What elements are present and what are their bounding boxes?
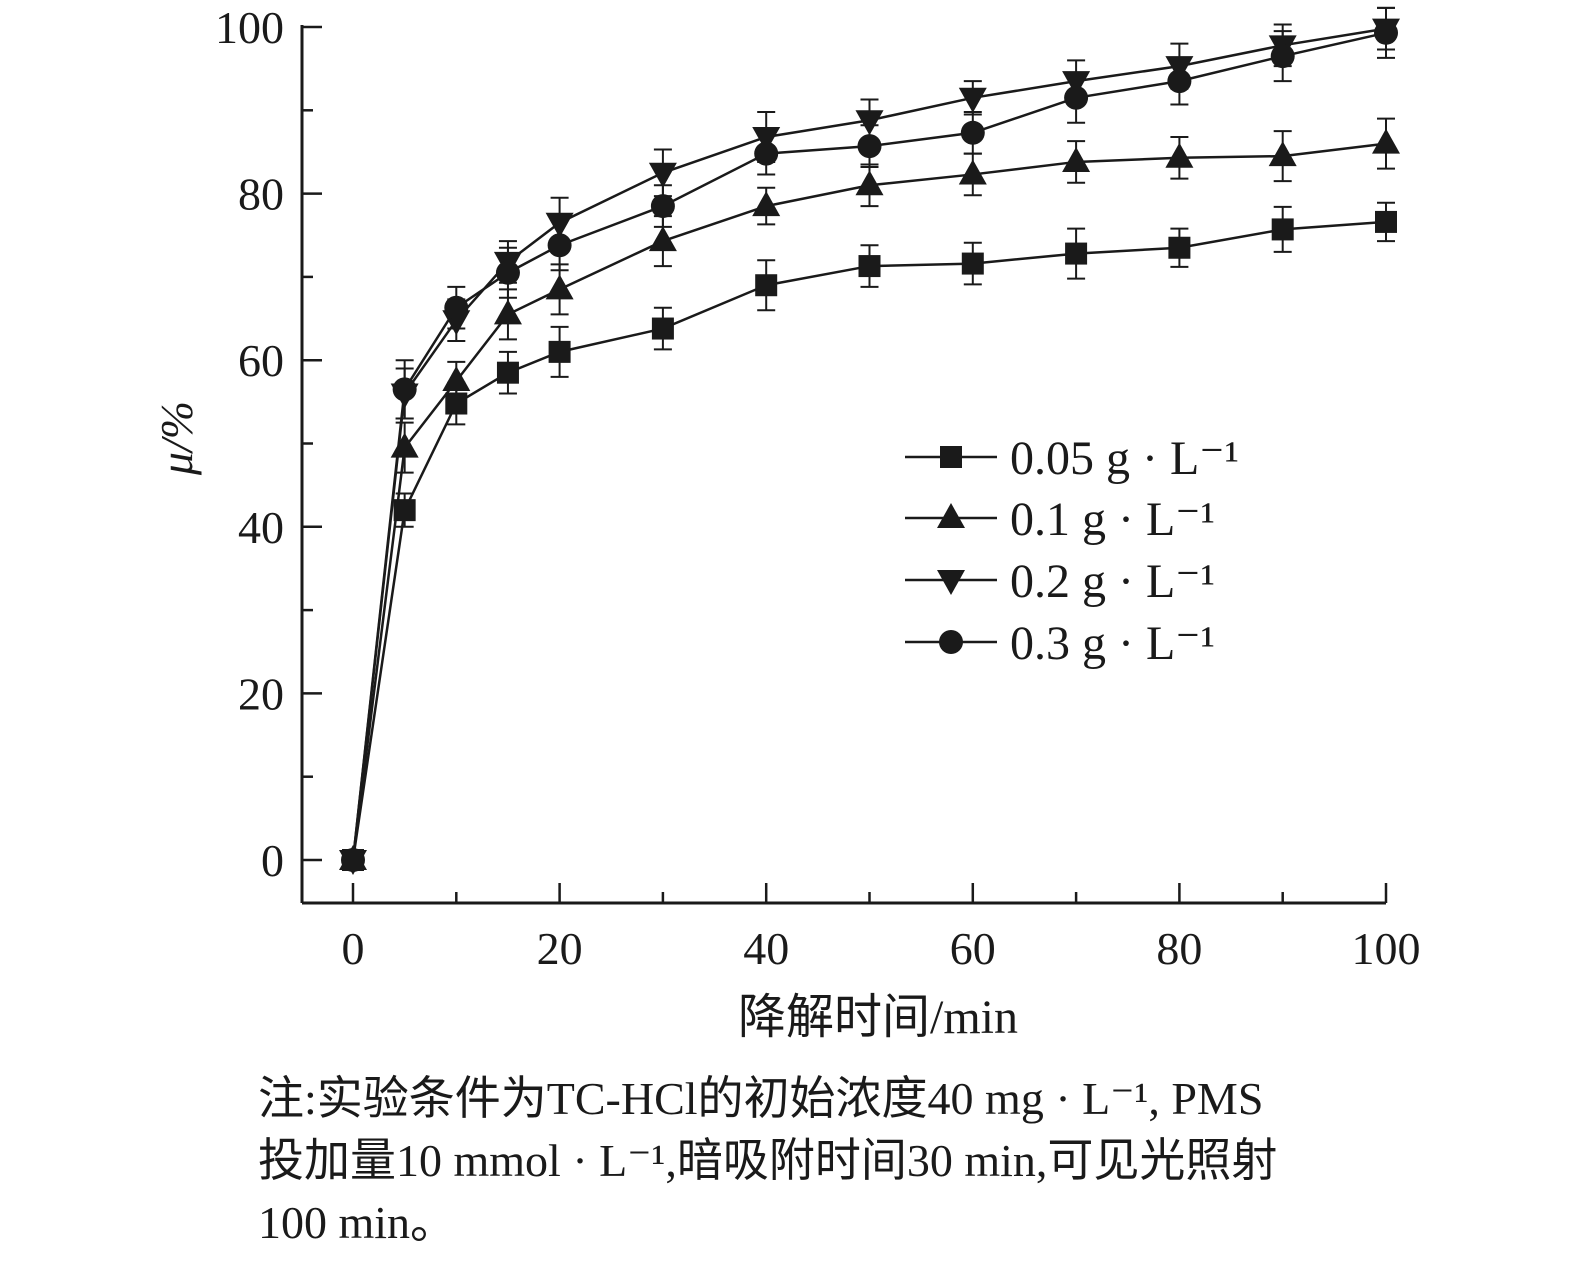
data-point-1 xyxy=(752,191,781,217)
data-point-3 xyxy=(392,377,417,402)
legend-marker xyxy=(937,503,965,528)
data-point-1 xyxy=(442,366,471,392)
legend-marker xyxy=(939,630,963,654)
figure-note: 注:实验条件为TC-HCl的初始浓度40 mg · L⁻¹, PMS 投加量10… xyxy=(258,1068,1458,1254)
y-axis-label: μ/% xyxy=(151,401,202,476)
note-line-1: 注:实验条件为TC-HCl的初始浓度40 mg · L⁻¹, PMS xyxy=(258,1073,1264,1124)
y-tick-label: 80 xyxy=(238,169,284,220)
data-point-1 xyxy=(958,159,987,185)
data-point-3 xyxy=(1064,85,1089,110)
legend-marker xyxy=(940,446,962,468)
data-point-2 xyxy=(1165,56,1194,82)
data-point-1 xyxy=(855,170,884,196)
data-point-0 xyxy=(1375,210,1397,233)
data-point-1 xyxy=(493,299,522,325)
x-tick-label: 60 xyxy=(950,923,996,974)
x-tick-label: 40 xyxy=(743,923,789,974)
legend-label: 0.2 g · L⁻¹ xyxy=(1010,555,1215,608)
data-point-3 xyxy=(444,295,469,320)
data-point-1 xyxy=(1268,141,1297,167)
legend-label: 0.3 g · L⁻¹ xyxy=(1010,617,1215,670)
degradation-line-chart: 0 20 40 60 80 100 0 20 40 60 80 100 0.05 g · L⁻¹ 0.1… xyxy=(151,2,1421,1044)
data-point-0 xyxy=(393,499,416,522)
data-point-0 xyxy=(1271,218,1294,241)
series-markers xyxy=(339,18,1400,875)
y-tick-label: 20 xyxy=(238,668,284,719)
data-point-3 xyxy=(495,260,520,285)
legend-label: 0.05 g · L⁻¹ xyxy=(1010,432,1239,485)
data-point-2 xyxy=(752,126,781,152)
data-point-1 xyxy=(1165,142,1194,168)
error-bars xyxy=(395,6,1395,528)
x-tick-label: 20 xyxy=(537,923,583,974)
data-point-2 xyxy=(855,110,884,136)
data-point-2 xyxy=(1062,71,1091,97)
data-point-3 xyxy=(1167,69,1192,94)
data-point-3 xyxy=(547,233,572,258)
x-axis-label: 降解时间/min xyxy=(738,991,1018,1044)
data-point-3 xyxy=(650,194,675,219)
x-tick-label: 80 xyxy=(1156,923,1202,974)
data-point-0 xyxy=(1065,242,1088,265)
data-point-1 xyxy=(545,274,574,300)
data-point-1 xyxy=(1062,146,1091,172)
data-point-0 xyxy=(858,255,881,278)
x-tick-label: 0 xyxy=(342,923,365,974)
data-point-0 xyxy=(961,252,984,275)
data-point-3 xyxy=(857,134,882,159)
data-point-3 xyxy=(960,120,985,145)
data-point-3 xyxy=(1374,20,1398,45)
note-line-3: 100 min。 xyxy=(258,1197,457,1248)
data-point-1 xyxy=(1372,128,1400,154)
legend: 0.05 g · L⁻¹ 0.1 g · L⁻¹ 0.2 g · L⁻¹ 0.3 g … xyxy=(905,432,1239,670)
data-point-1 xyxy=(648,226,677,252)
y-tick-label: 0 xyxy=(261,835,284,886)
data-point-2 xyxy=(545,212,574,238)
data-point-3 xyxy=(754,141,779,166)
data-point-2 xyxy=(958,87,987,113)
axes: 0 20 40 60 80 100 0 20 40 60 80 100 xyxy=(215,2,1421,974)
data-point-0 xyxy=(445,392,468,415)
data-point-2 xyxy=(648,162,677,188)
x-tick-label: 100 xyxy=(1352,923,1421,974)
data-point-0 xyxy=(1168,236,1191,259)
data-point-3 xyxy=(1270,44,1295,69)
y-tick-label: 100 xyxy=(215,2,284,53)
y-tick-label: 60 xyxy=(238,335,284,386)
data-point-3 xyxy=(341,848,365,872)
data-point-1 xyxy=(390,432,419,458)
legend-label: 0.1 g · L⁻¹ xyxy=(1010,493,1215,546)
data-point-0 xyxy=(548,340,571,363)
data-point-0 xyxy=(755,274,778,297)
data-point-0 xyxy=(496,361,519,384)
y-tick-label: 40 xyxy=(238,502,284,553)
note-line-2: 投加量10 mmol · L⁻¹,暗吸附时间30 min,可见光照射 xyxy=(258,1135,1278,1186)
data-point-0 xyxy=(651,317,674,340)
legend-marker xyxy=(937,570,965,595)
